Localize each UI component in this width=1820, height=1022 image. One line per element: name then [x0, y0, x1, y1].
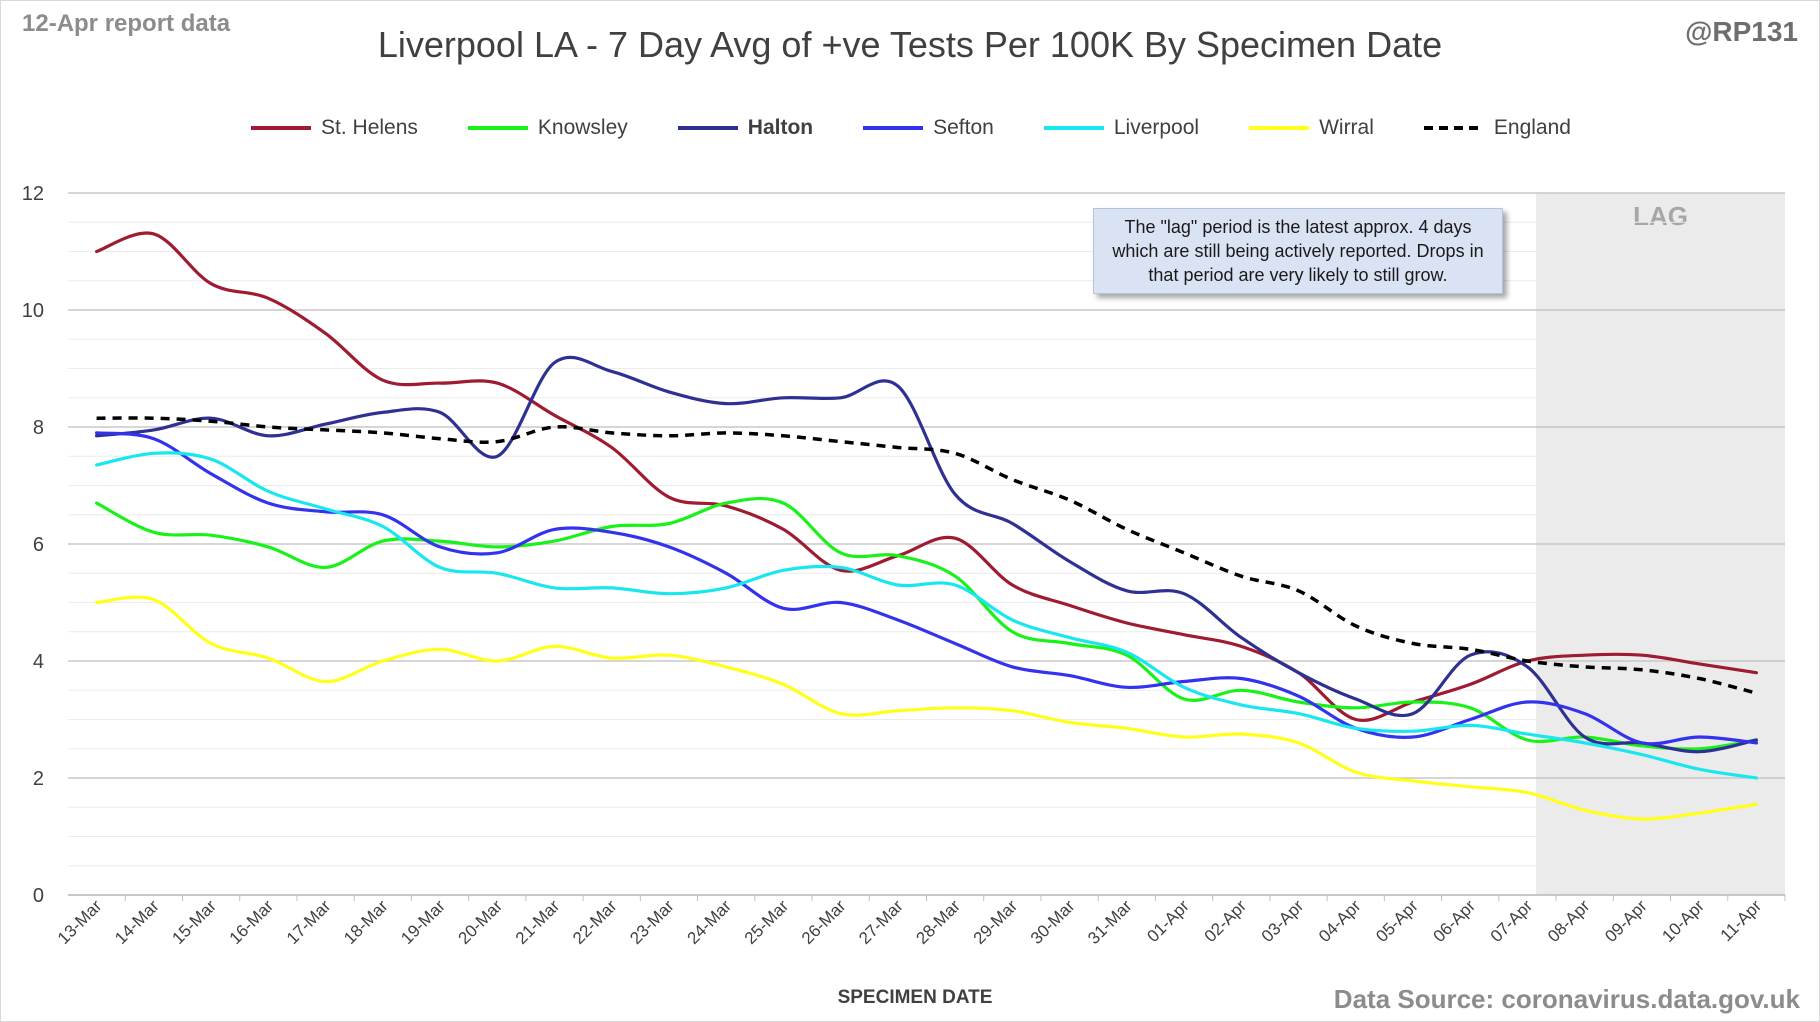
x-tick-label: 30-Mar — [1027, 896, 1079, 948]
x-tick-label: 03-Apr — [1258, 896, 1308, 946]
x-tick-label: 26-Mar — [798, 896, 850, 948]
legend-label: Liverpool — [1113, 116, 1200, 139]
legend-label: Wirral — [1319, 116, 1374, 139]
y-tick-label: 8 — [33, 417, 44, 439]
x-tick-label: 08-Apr — [1544, 896, 1594, 946]
legend-label: St. Helens — [321, 116, 418, 139]
y-tick-label: 2 — [33, 768, 44, 790]
x-tick-label: 11-Apr — [1717, 896, 1766, 945]
chart-title: Liverpool LA - 7 Day Avg of +ve Tests Pe… — [377, 24, 1443, 65]
x-tick-label: 29-Mar — [970, 896, 1022, 948]
x-tick-label: 14-Mar — [111, 896, 163, 948]
x-axis-label: SPECIMEN DATE — [838, 987, 993, 1008]
x-tick-label: 01-Apr — [1143, 896, 1193, 946]
x-tick-label: 28-Mar — [912, 896, 964, 948]
y-tick-label: 4 — [33, 651, 44, 673]
legend-item-liverpool: Liverpool — [1042, 116, 1199, 140]
legend-swatch — [1249, 126, 1310, 130]
y-tick-label: 10 — [22, 300, 44, 322]
x-tick-label: 10-Apr — [1658, 896, 1708, 946]
x-tick-label: 16-Mar — [226, 896, 278, 948]
x-tick-label: 18-Mar — [340, 896, 392, 948]
legend-swatch — [467, 126, 528, 130]
x-tick-label: 19-Mar — [397, 896, 449, 948]
legend-swatch — [863, 126, 924, 130]
legend-item-knowsley: Knowsley — [466, 116, 628, 140]
series-line-knowsley — [95, 496, 1758, 751]
x-tick-label: 27-Mar — [855, 896, 907, 948]
author-handle: @RP131 — [1685, 16, 1798, 47]
x-tick-label: 31-Mar — [1084, 896, 1136, 948]
legend-label: Halton — [747, 116, 814, 139]
legend-label: Knowsley — [537, 116, 628, 139]
y-tick-label: 0 — [33, 885, 44, 907]
x-tick-label: 09-Apr — [1601, 896, 1651, 946]
lag-label: LAG — [1633, 201, 1688, 231]
series-line-sefton — [95, 431, 1758, 746]
series-line-wirral — [95, 595, 1758, 821]
x-tick-label: 06-Apr — [1430, 896, 1480, 946]
series-line-england — [96, 416, 1757, 695]
legend-item-sefton: Sefton — [861, 116, 994, 140]
x-tick-label: 20-Mar — [455, 896, 507, 948]
x-tick-label: 21-Mar — [512, 896, 564, 948]
legend-item-st-helens: St. Helens — [249, 116, 418, 140]
legend-label: England — [1493, 116, 1571, 139]
legend-item-england: England — [1422, 116, 1571, 140]
y-tick-label: 6 — [33, 534, 44, 556]
x-tick-label: 24-Mar — [683, 896, 735, 948]
x-tick-label: 04-Apr — [1315, 896, 1365, 946]
series-line-halton — [95, 355, 1758, 754]
data-source: Data Source: coronavirus.data.gov.uk — [1333, 984, 1800, 1014]
legend-item-wirral: Wirral — [1247, 116, 1374, 140]
x-tick-label: 15-Mar — [168, 896, 220, 948]
report-date: 12-Apr report data — [22, 10, 231, 37]
legend-swatch — [677, 126, 738, 130]
x-tick-label: 23-Mar — [626, 896, 678, 948]
x-tick-label: 25-Mar — [741, 896, 793, 948]
x-tick-label: 02-Apr — [1201, 896, 1251, 946]
legend-swatch — [1423, 126, 1484, 130]
x-tick-label: 13-Mar — [54, 896, 106, 948]
x-tick-label: 22-Mar — [569, 896, 621, 948]
legend-label: Sefton — [933, 116, 994, 139]
chart-legend: St. Helens Knowsley Halton Sefton Liverpool W… — [150, 112, 1670, 144]
legend-swatch — [1043, 126, 1104, 130]
x-tick-label: 07-Apr — [1487, 896, 1537, 946]
series-line-st-helens — [95, 231, 1758, 722]
legend-item-halton: Halton — [676, 116, 813, 140]
series-line-liverpool — [95, 451, 1758, 780]
x-tick-label: 05-Apr — [1372, 896, 1422, 946]
x-tick-label: 17-Mar — [283, 896, 335, 948]
lag-note: The "lag" period is the latest approx. 4… — [1093, 208, 1503, 294]
y-tick-label: 12 — [22, 183, 44, 205]
series-lines — [95, 231, 1758, 821]
legend-swatch — [251, 126, 312, 130]
